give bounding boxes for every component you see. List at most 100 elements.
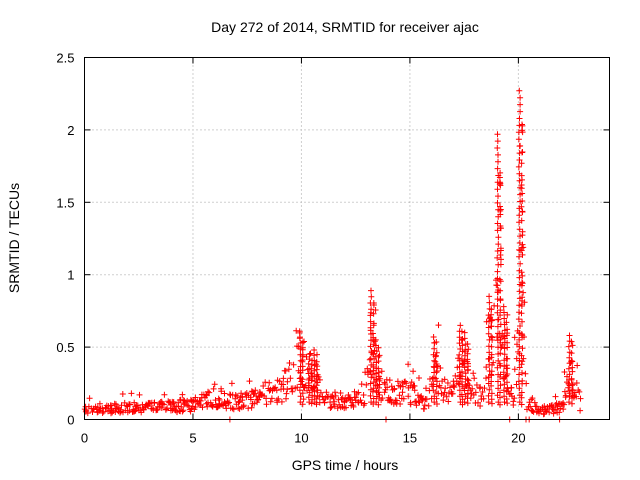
data-point <box>335 396 342 403</box>
data-point <box>516 288 523 295</box>
data-point <box>495 378 501 385</box>
data-point <box>375 344 382 351</box>
data-point <box>327 405 334 411</box>
data-point <box>304 366 311 373</box>
data-point <box>494 186 501 193</box>
data-point <box>187 408 194 415</box>
y-tick-label: 0 <box>67 413 74 428</box>
data-point <box>498 256 504 263</box>
data-point <box>465 390 471 397</box>
data-point <box>230 406 237 413</box>
data-point <box>433 369 440 376</box>
data-point <box>305 394 312 401</box>
data-point <box>367 380 374 387</box>
data-point <box>321 399 328 406</box>
data-point <box>469 385 476 392</box>
data-point <box>226 399 232 406</box>
data-point <box>248 404 255 411</box>
data-point <box>495 241 502 248</box>
data-point <box>225 400 232 407</box>
data-point <box>441 389 448 396</box>
data-point <box>228 380 235 387</box>
data-point <box>494 254 501 261</box>
data-point <box>433 383 440 390</box>
data-point <box>444 380 451 386</box>
data-point <box>500 303 507 310</box>
data-point <box>541 403 548 410</box>
data-point <box>127 401 133 408</box>
data-point <box>452 372 459 379</box>
data-point <box>486 293 493 300</box>
data-point <box>483 375 489 382</box>
data-point <box>494 131 501 138</box>
data-point <box>497 394 503 401</box>
data-point <box>533 403 540 410</box>
data-point <box>516 157 523 163</box>
data-point <box>246 378 253 385</box>
data-point <box>518 203 525 210</box>
data-point <box>568 376 575 383</box>
data-point <box>518 352 525 359</box>
data-point <box>400 383 406 390</box>
data-point <box>569 381 576 388</box>
data-point <box>569 400 575 407</box>
data-point <box>170 400 177 407</box>
data-point <box>366 356 373 363</box>
axis-ticks: 0 0.5 1 1.5 2 2.5 0 5 10 15 20 <box>56 51 610 446</box>
data-point <box>430 334 437 340</box>
data-point <box>397 401 404 407</box>
data-point <box>497 245 504 252</box>
data-point <box>501 399 508 406</box>
data-point <box>376 352 383 359</box>
data-point <box>313 382 320 389</box>
data-point <box>519 176 525 183</box>
data-point <box>501 309 507 316</box>
data-point <box>337 390 344 396</box>
data-point <box>496 360 503 367</box>
data-point <box>387 396 394 403</box>
data-point <box>513 381 520 388</box>
data-point <box>488 378 495 385</box>
data-point <box>375 401 382 408</box>
data-point <box>495 158 501 165</box>
data-point <box>552 393 559 400</box>
data-point <box>252 387 259 394</box>
data-point <box>297 334 303 341</box>
data-point <box>488 317 495 324</box>
data-point <box>441 376 448 383</box>
data-point <box>497 389 503 396</box>
data-point <box>226 391 233 398</box>
data-point <box>308 365 315 372</box>
data-point <box>437 365 444 371</box>
data-point <box>518 217 525 224</box>
data-point <box>517 323 523 329</box>
plot-frame <box>84 57 610 420</box>
y-tick-label: 1.5 <box>56 195 74 210</box>
data-point <box>369 388 376 395</box>
data-point <box>516 343 523 350</box>
data-point <box>286 360 293 366</box>
data-point <box>236 398 243 405</box>
data-point <box>489 337 496 343</box>
data-point <box>360 392 367 398</box>
data-point <box>511 366 518 373</box>
data-point <box>501 351 508 358</box>
chart-title: Day 272 of 2014, SRMTID for receiver aja… <box>211 19 479 35</box>
data-point <box>520 289 527 296</box>
data-point <box>301 338 307 345</box>
data-point <box>477 403 484 409</box>
data-point <box>494 145 501 151</box>
data-point <box>503 396 510 402</box>
data-point <box>376 381 383 388</box>
data-point <box>465 360 471 367</box>
data-point <box>413 402 420 409</box>
data-point <box>283 395 289 402</box>
data-point <box>573 393 580 400</box>
data-point <box>421 402 428 409</box>
data-point <box>180 397 187 403</box>
data-point <box>465 346 472 353</box>
data-point <box>519 318 525 325</box>
data-point <box>488 311 495 318</box>
data-point <box>432 375 439 382</box>
data-point <box>204 403 211 410</box>
